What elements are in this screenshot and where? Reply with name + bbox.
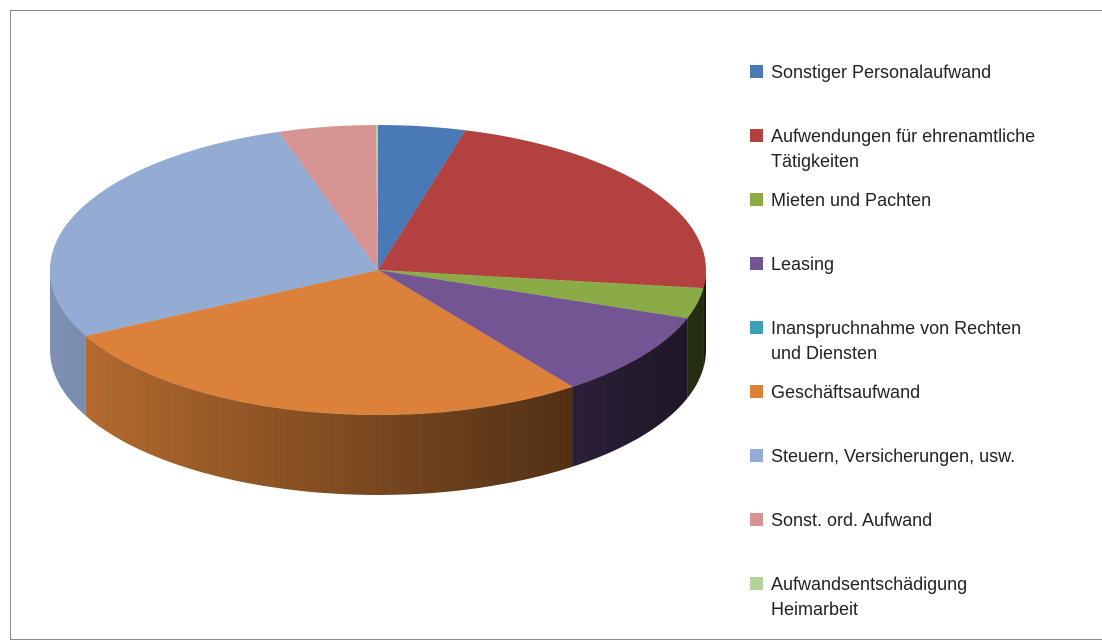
legend-swatch — [750, 385, 763, 398]
pie-slice-side — [85, 335, 573, 495]
pie-slice — [378, 125, 466, 270]
legend-item: Leasing — [750, 252, 1040, 277]
pie-slice-side — [687, 288, 704, 399]
legend-swatch — [750, 193, 763, 206]
legend-label: Steuern, Versicherungen, usw. — [771, 446, 1016, 466]
legend-item: Sonst. ord. Aufwand — [750, 508, 1040, 533]
legend-swatch — [750, 129, 763, 142]
legend-label: Sonstiger Personalaufwand — [771, 62, 992, 82]
legend-item: Steuern, Versicherungen, usw. — [750, 444, 1040, 469]
pie-slice — [378, 270, 688, 387]
pie-slice — [375, 125, 378, 270]
pie-slice-side — [703, 270, 706, 369]
legend-label: Aufwandsentschädigung Heimarbeit — [771, 574, 968, 619]
pie-slice — [378, 270, 704, 319]
legend-label: Inanspruchnahme von Rechten und Diensten — [771, 318, 1022, 363]
legend-label: Aufwendungen für ehrenamtliche Tätigkeit… — [771, 126, 1036, 171]
legend-label: Mieten und Pachten — [771, 190, 932, 210]
legend-label: Sonst. ord. Aufwand — [771, 510, 933, 530]
legend-swatch — [750, 449, 763, 462]
pie-slice — [50, 131, 378, 336]
pie-slice-side — [572, 318, 688, 467]
legend-swatch — [750, 321, 763, 334]
pie-slice — [378, 130, 706, 289]
legend-item: Aufwandsentschädigung Heimarbeit — [750, 572, 1040, 622]
legend-item: Sonstiger Personalaufwand — [750, 60, 1040, 85]
legend-label: Leasing — [771, 254, 835, 274]
legend-item: Aufwendungen für ehrenamtliche Tätigkeit… — [750, 124, 1040, 174]
legend-label: Geschäftsaufwand — [771, 382, 921, 402]
pie-slice — [85, 270, 573, 415]
legend-item: Mieten und Pachten — [750, 188, 1040, 213]
legend-swatch — [750, 513, 763, 526]
pie-chart — [50, 125, 706, 495]
legend-swatch — [750, 65, 763, 78]
legend-item: Geschäftsaufwand — [750, 380, 1040, 405]
legend-swatch — [750, 257, 763, 270]
pie-slice — [278, 125, 378, 270]
legend-swatch — [750, 577, 763, 590]
pie-slice-side — [50, 270, 86, 416]
legend-item: Inanspruchnahme von Rechten und Diensten — [750, 316, 1040, 366]
